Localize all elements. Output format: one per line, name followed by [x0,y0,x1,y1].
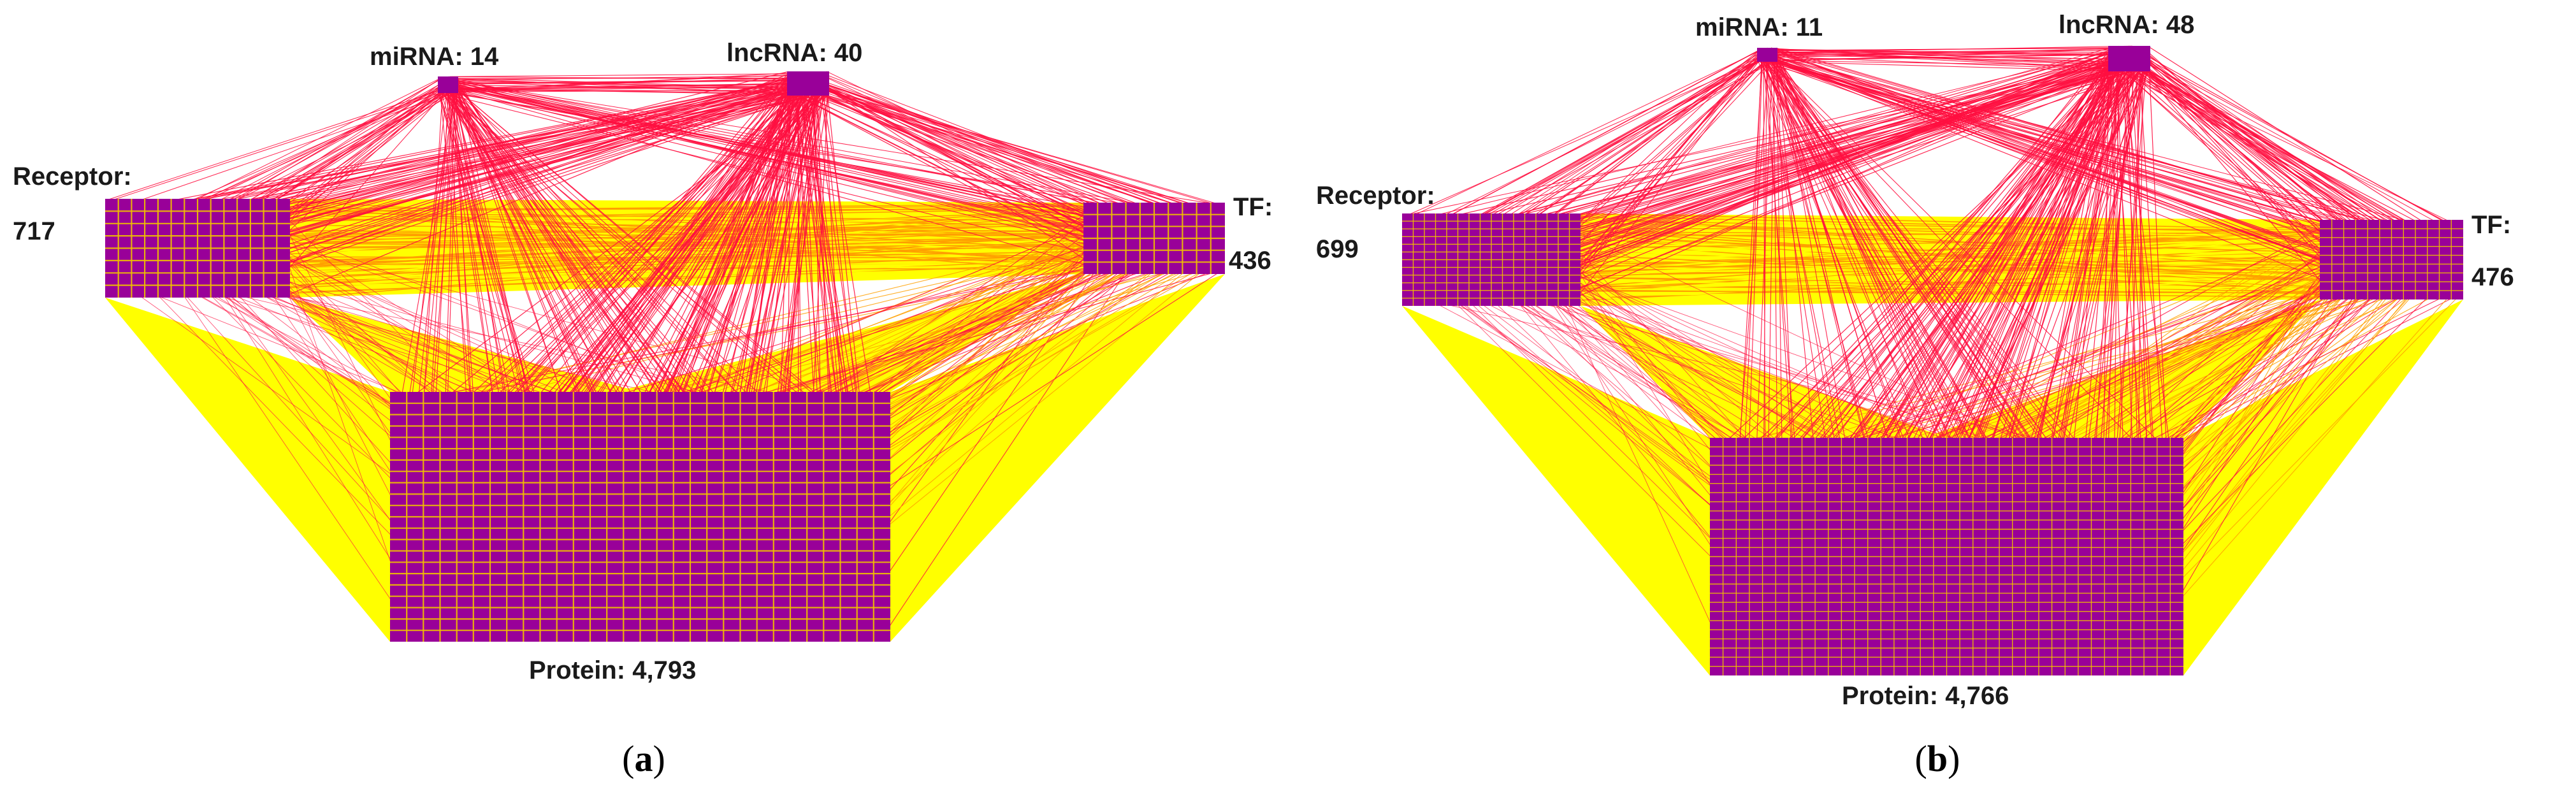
panel-a-protein-node [390,392,890,642]
panel-a-receptor-label-line1: Receptor: [13,162,132,191]
panel-b-protein-label: Protein: 4,766 [1842,682,2009,710]
panel-b-receptor-label-line1: Receptor: [1316,182,1435,210]
panel-a-receptor-label-line2: 717 [13,217,55,245]
panel-b-edges [1401,45,2463,675]
panel-b-caption: (b) [1915,738,1960,779]
panel-b-mirna-label: miRNA: 11 [1695,13,1823,41]
panel-a-mirna-label: miRNA: 14 [370,43,499,71]
panel-b-receptor-node [1402,213,1581,306]
panel-a-caption: (a) [622,738,665,779]
panel-a-mirna-node [438,76,458,93]
panel-a-receptor-node [105,199,290,298]
panel-a-tf-label-line1: TF: [1233,193,1273,221]
panel-b-tf-node [2320,220,2463,300]
panel-a-tf-label-line2: 436 [1229,247,1271,275]
panel-a-tf-node [1083,203,1225,274]
panel-b-tf-label-line1: TF: [2471,211,2511,239]
panel-a-protein-label: Protein: 4,793 [529,656,696,684]
panel-b-lncrna-label: lncRNA: 48 [2059,11,2194,39]
panel-a-edges [105,71,1225,642]
panel-b-receptor-label-line2: 699 [1316,235,1359,263]
panel-b-protein-node [1710,438,2183,675]
panel-a: miRNA: 14 lncRNA: 40 Receptor: 717 TF: 4… [13,39,1273,779]
panel-b-tf-label-line2: 476 [2471,263,2514,291]
panel-a-lncrna-node [787,71,829,96]
panel-b: miRNA: 11 lncRNA: 48 Receptor: 699 TF: 4… [1316,11,2514,779]
panel-b-mirna-node [1757,48,1777,62]
panel-b-lncrna-node [2108,46,2150,71]
panel-a-lncrna-label: lncRNA: 40 [727,39,862,67]
